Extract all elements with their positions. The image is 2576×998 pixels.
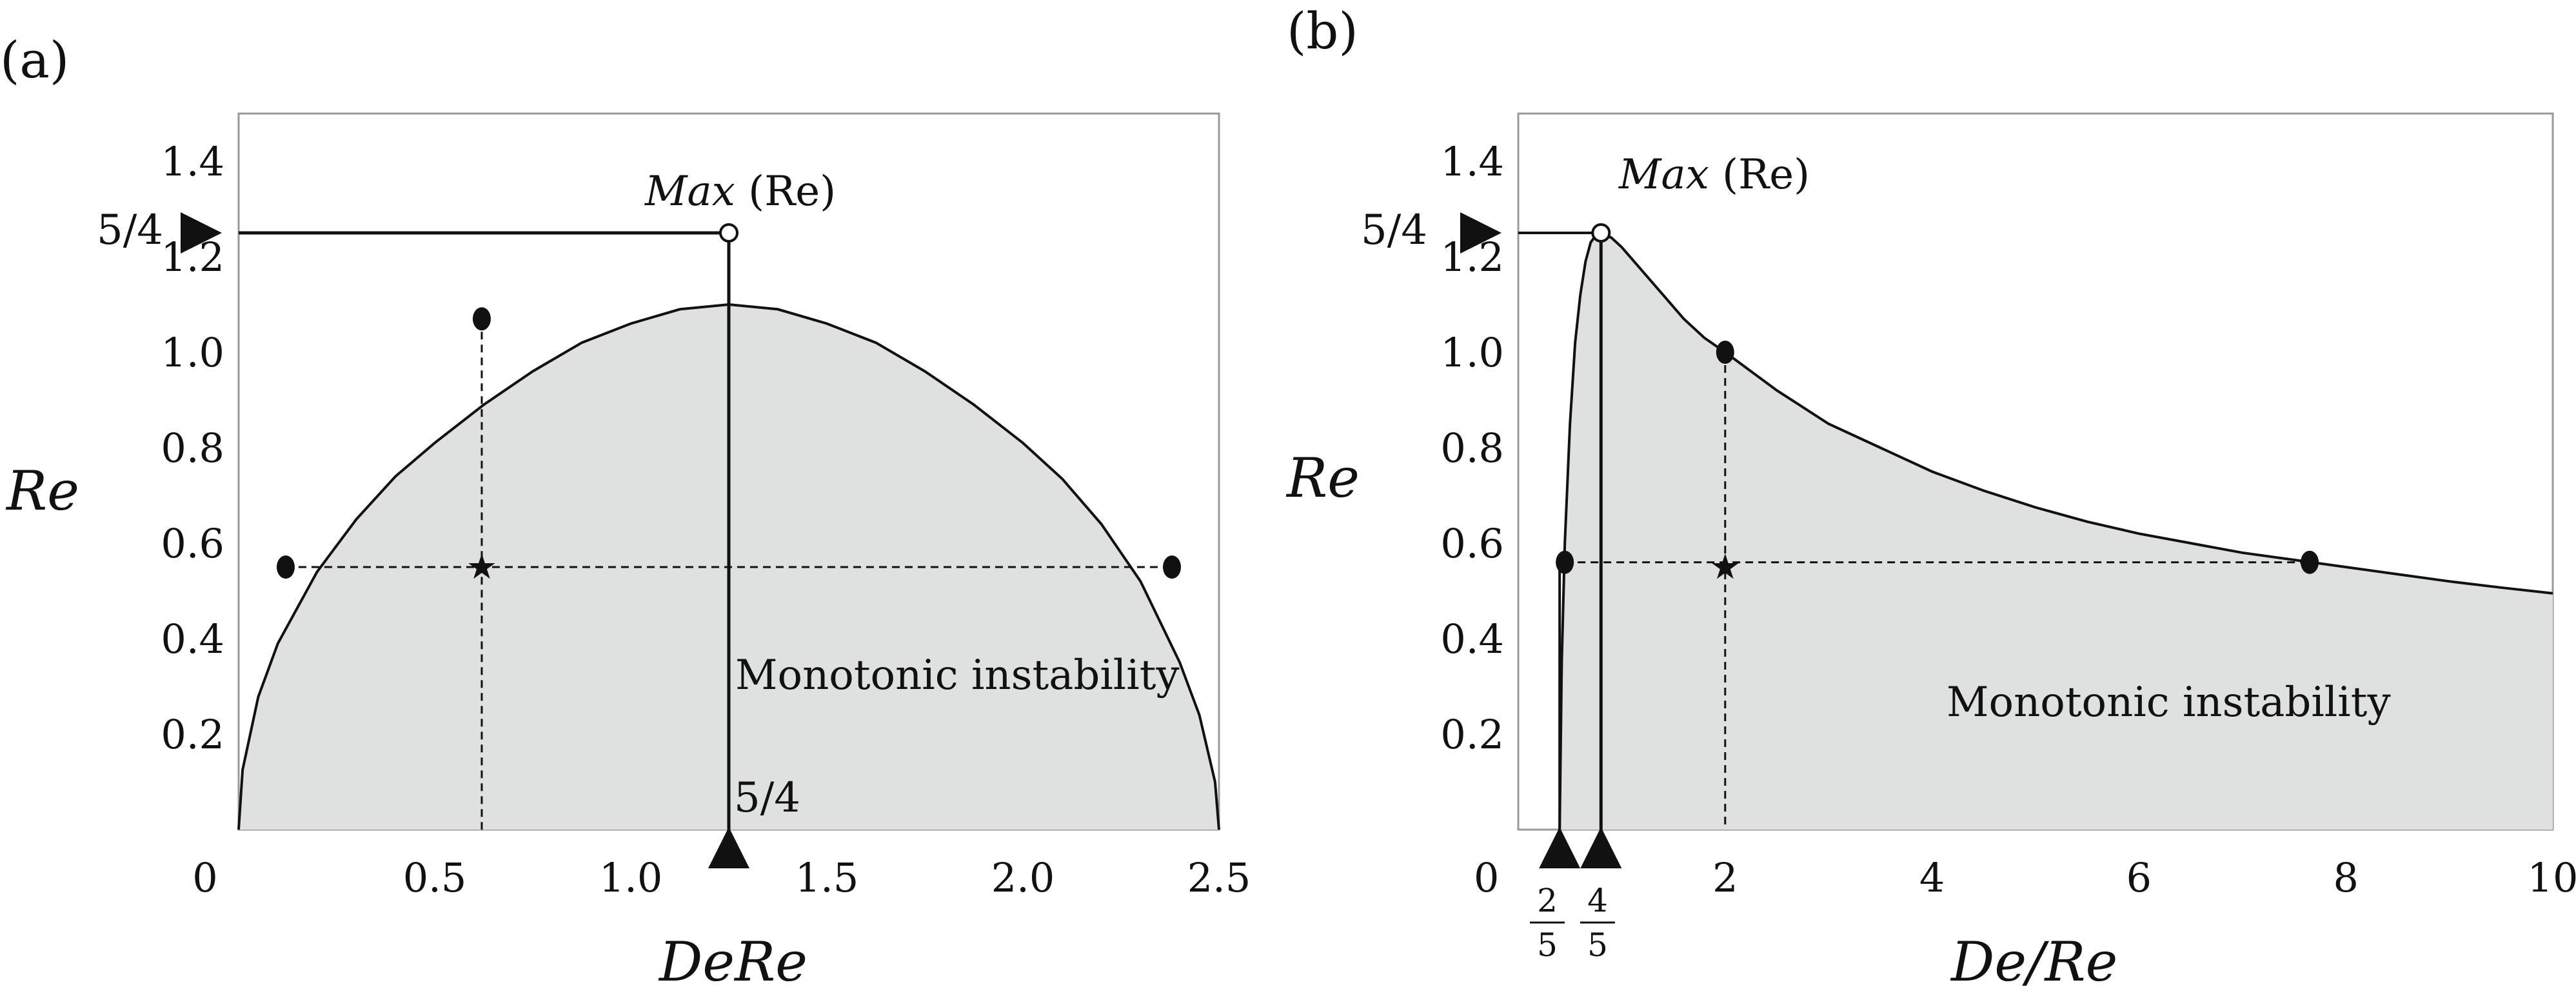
x-axis-label-a: DeRe	[658, 930, 807, 993]
y-tick-label: 0.2	[161, 711, 224, 758]
fraction-two-fifths-denominator: 5	[1537, 926, 1558, 964]
x-arrow-label-a: 5/4	[734, 774, 800, 822]
x-ticks-a: 0 0.5 1.0 1.5 2.0 2.5	[192, 854, 1251, 901]
panel-b-label: (b)	[1287, 3, 1358, 61]
y-tick-label: 1.0	[1440, 329, 1504, 376]
x-tick-label: 2.5	[1187, 854, 1251, 901]
data-point	[472, 307, 491, 331]
fraction-four-fifths-numerator: 4	[1587, 882, 1608, 919]
fraction-four-fifths: 4 5	[1580, 882, 1615, 964]
data-point	[2301, 550, 2319, 574]
x-tick-label: 0.5	[403, 854, 467, 901]
data-point	[1556, 550, 1574, 574]
star-point: ★	[1710, 546, 1741, 587]
points-a: ★	[276, 223, 1182, 587]
x-tick-label: 0	[192, 854, 217, 901]
x-tick-label: 4	[1919, 854, 1945, 901]
y-tick-label: 0.4	[1440, 615, 1504, 663]
x-origin-label-b: 0	[1474, 854, 1499, 901]
panel-a-label: (a)	[0, 32, 69, 90]
panel-a: (a) ★ 0 0.5 1.0 1.5 2.0 2.5 0.2 0.4 0.6 0.8 1.0 1.…	[0, 32, 1251, 993]
region-label-b: Monotonic instability	[1947, 679, 2391, 726]
y-arrow-label-a: 5/4	[97, 206, 163, 254]
star-point: ★	[466, 546, 497, 587]
y-ticks-a: 0.2 0.4 0.6 0.8 1.0 1.2 1.4	[161, 138, 224, 758]
fraction-two-fifths-numerator: 2	[1537, 882, 1558, 919]
stability-region-b	[1560, 233, 2553, 830]
data-point	[1716, 341, 1734, 364]
data-point	[276, 555, 295, 579]
y-tick-label: 1.2	[161, 234, 224, 281]
y-tick-label: 0.6	[1440, 520, 1504, 567]
y-axis-label-a: Re	[5, 459, 79, 523]
x-axis-label-b: De/Re	[1950, 930, 2117, 993]
y-tick-label: 1.2	[1440, 234, 1504, 281]
y-tick-label: 1.4	[1440, 138, 1504, 185]
max-label-b: Max (Re)	[1618, 151, 1810, 199]
x-tick-label: 8	[2333, 854, 2358, 901]
fraction-two-fifths: 2 5	[1530, 882, 1565, 964]
y-tick-label: 0.2	[1440, 711, 1504, 758]
y-tick-label: 1.0	[161, 329, 224, 376]
x-tick-label: 2	[1712, 854, 1738, 901]
y-tick-label: 0.8	[1440, 424, 1504, 472]
y-ticks-b: 0.2 0.4 0.6 0.8 1.0 1.2 1.4	[1440, 138, 1504, 758]
y-tick-label: 0.4	[161, 615, 224, 663]
fraction-four-fifths-denominator: 5	[1587, 926, 1608, 964]
max-point	[719, 223, 738, 243]
x-tick-label: 1.5	[795, 854, 859, 901]
x-tick-label: 10	[2528, 854, 2576, 901]
x-tick-label: 1.0	[599, 854, 663, 901]
x-tick-label: 2.0	[991, 854, 1055, 901]
y-arrow-label-b: 5/4	[1361, 206, 1427, 254]
x-ticks-b: 2 4 6 8 10	[1712, 854, 2576, 901]
y-axis-label-b: Re	[1285, 446, 1360, 510]
y-tick-label: 1.4	[161, 138, 224, 185]
y-tick-label: 0.8	[161, 424, 224, 472]
panel-b: (b) ★ 2 4 6 8 10 0.20.40.60.81.01.21.4 0 2 5…	[1285, 3, 2576, 993]
region-label-a: Monotonic instability	[735, 652, 1180, 699]
x-tick-label: 6	[2126, 854, 2152, 901]
data-point	[1163, 555, 1182, 579]
points-b: ★	[1556, 223, 2319, 587]
y-tick-label: 0.6	[161, 520, 224, 567]
max-point	[1591, 223, 1611, 243]
max-label-a: Max (Re)	[644, 168, 836, 215]
